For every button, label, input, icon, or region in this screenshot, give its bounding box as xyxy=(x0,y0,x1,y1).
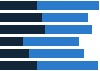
Bar xyxy=(22,37,79,46)
Bar xyxy=(37,61,98,70)
Bar xyxy=(0,37,22,46)
Bar xyxy=(0,25,45,34)
Bar xyxy=(0,61,37,70)
Bar xyxy=(45,25,92,34)
Bar xyxy=(42,13,88,22)
Bar xyxy=(29,49,84,58)
Bar xyxy=(0,49,29,58)
Bar xyxy=(0,1,37,10)
Bar xyxy=(0,13,42,22)
Bar xyxy=(37,1,99,10)
